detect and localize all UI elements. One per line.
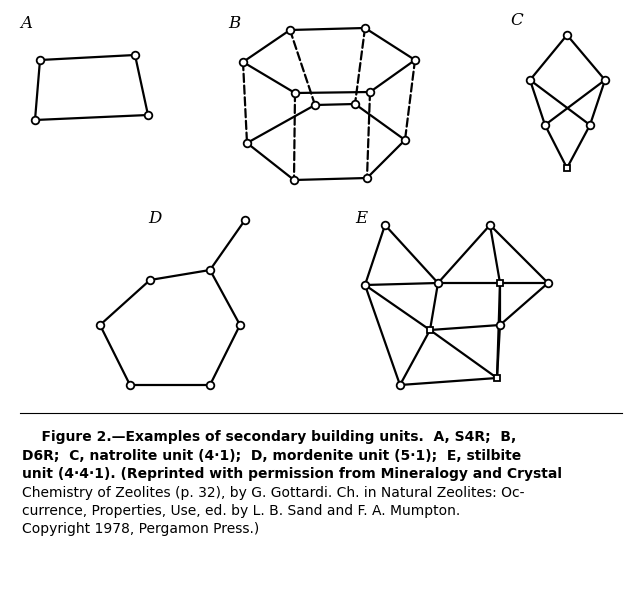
Text: C: C [510, 12, 523, 29]
Text: D6R;  C, natrolite unit (4·1);  D, mordenite unit (5·1);  E, stilbite: D6R; C, natrolite unit (4·1); D, mordeni… [22, 448, 521, 462]
Text: unit (4·4·1). (Reprinted with permission from Mineralogy and Crystal: unit (4·4·1). (Reprinted with permission… [22, 467, 562, 481]
Text: B: B [228, 15, 240, 32]
Text: E: E [355, 210, 367, 227]
Text: A: A [20, 15, 32, 32]
Text: currence, Properties, Use, ed. by L. B. Sand and F. A. Mumpton.: currence, Properties, Use, ed. by L. B. … [22, 504, 460, 518]
Text: Figure 2.—Examples of secondary building units.  A, S4R;  B,: Figure 2.—Examples of secondary building… [22, 430, 516, 444]
Text: Chemistry of Zeolites (p. 32), by G. Gottardi. Ch. in Natural Zeolites: Oc-: Chemistry of Zeolites (p. 32), by G. Got… [22, 485, 525, 500]
Text: Copyright 1978, Pergamon Press.): Copyright 1978, Pergamon Press.) [22, 523, 259, 537]
Text: D: D [148, 210, 161, 227]
